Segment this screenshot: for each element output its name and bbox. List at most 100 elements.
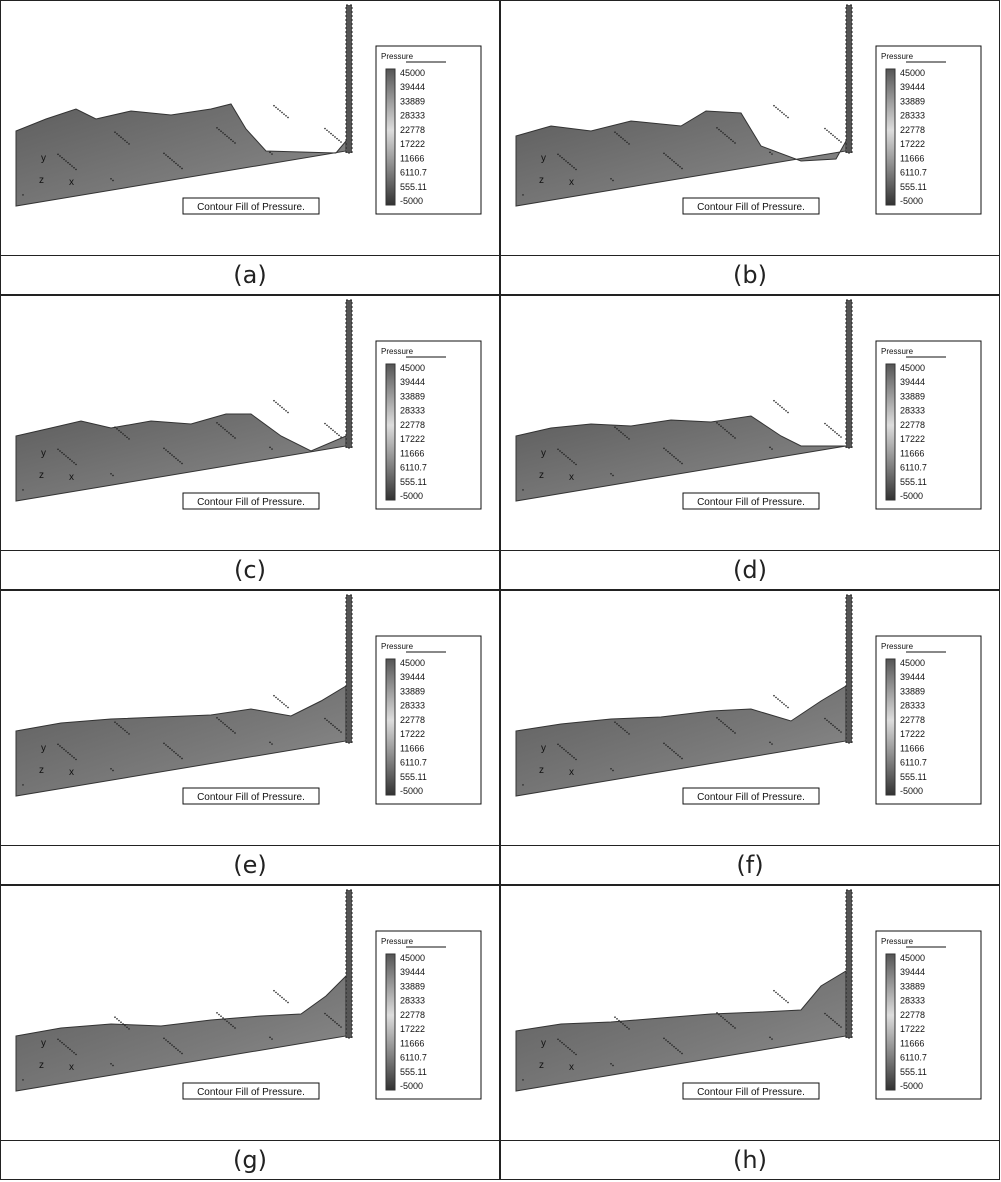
- caption: Contour Fill of Pressure.: [697, 792, 805, 803]
- legend-tick: -5000: [400, 196, 423, 206]
- mesh-dot: [224, 724, 226, 726]
- legend-tick: 33889: [400, 686, 425, 696]
- panel-label: (d): [501, 550, 999, 589]
- mesh-dot: [559, 1040, 561, 1042]
- legend-tick: 17222: [400, 729, 425, 739]
- axis-letter: z: [39, 1060, 44, 1071]
- mesh-dot: [838, 1025, 840, 1027]
- mesh-dot: [269, 1037, 271, 1039]
- mesh-dot: [610, 178, 612, 180]
- caption: Contour Fill of Pressure.: [197, 497, 305, 508]
- mesh-dot: [824, 718, 826, 720]
- mesh-dot: [224, 134, 226, 136]
- legend-tick: 33889: [400, 981, 425, 991]
- legend-bar: [386, 954, 395, 1090]
- mesh-dot: [124, 730, 126, 732]
- mesh-dot: [624, 1025, 626, 1027]
- mesh-dot: [118, 1020, 120, 1022]
- mesh-dot: [69, 754, 71, 756]
- mesh-dot: [283, 113, 285, 115]
- mesh-dot: [722, 427, 724, 429]
- legend-tick: 22778: [900, 125, 925, 135]
- axis-letter: z: [539, 1060, 544, 1071]
- mesh-dot: [675, 163, 677, 165]
- mesh-dot: [732, 730, 734, 732]
- mesh-dot: [720, 1015, 722, 1017]
- mesh-dot: [116, 428, 118, 430]
- mesh-dot: [836, 138, 838, 140]
- mesh-dot: [171, 454, 173, 456]
- mesh-dot: [124, 1025, 126, 1027]
- mesh-dot: [283, 408, 285, 410]
- mesh-dot: [732, 1025, 734, 1027]
- mesh-dot: [179, 1051, 181, 1053]
- mesh-dot: [832, 1019, 834, 1021]
- legend-tick: 33889: [400, 391, 425, 401]
- mesh-dot: [220, 1015, 222, 1017]
- mesh-dot: [218, 129, 220, 131]
- legend-bar: [886, 659, 895, 795]
- panel-label: (f): [501, 845, 999, 884]
- mesh-dot: [826, 1014, 828, 1016]
- caption: Contour Fill of Pressure.: [197, 1087, 305, 1098]
- mesh-dot: [726, 1020, 728, 1022]
- mesh-dot: [269, 447, 271, 449]
- mesh-dot: [681, 758, 683, 760]
- mesh-dot: [826, 719, 828, 721]
- mesh-dot: [332, 134, 334, 136]
- mesh-dot: [177, 459, 179, 461]
- mesh-dot: [222, 722, 224, 724]
- legend-tick: 17222: [400, 1024, 425, 1034]
- mesh-dot: [826, 424, 828, 426]
- mesh-dot: [838, 140, 840, 142]
- contour-plot: yzxContour Fill of Pressure.Pressure4500…: [501, 886, 999, 1140]
- mesh-dot: [169, 158, 171, 160]
- mesh-dot: [614, 1016, 616, 1018]
- mesh-dot: [677, 164, 679, 166]
- mesh-dot: [773, 105, 775, 107]
- mesh-dot: [120, 431, 122, 433]
- mesh-dot: [271, 743, 273, 745]
- mesh-dot: [679, 166, 681, 168]
- mesh-dot: [783, 113, 785, 115]
- mesh-dot: [783, 408, 785, 410]
- mesh-dot: [724, 724, 726, 726]
- panel-label: (b): [501, 255, 999, 294]
- legend-title: Pressure: [881, 937, 914, 946]
- mesh-dot: [177, 1049, 179, 1051]
- mesh-dot: [330, 723, 332, 725]
- legend-tick: 45000: [900, 363, 925, 373]
- mesh-dot: [324, 1013, 326, 1015]
- mesh-dot: [234, 437, 236, 439]
- mesh-dot: [671, 1044, 673, 1046]
- mesh-dot: [771, 448, 773, 450]
- mesh-dot: [836, 433, 838, 435]
- mesh-dot: [667, 746, 669, 748]
- mesh-dot: [718, 424, 720, 426]
- legend-tick: 555.11: [400, 1067, 427, 1077]
- mesh-dot: [326, 1014, 328, 1016]
- mesh-dot: [61, 157, 63, 159]
- mesh-dot: [75, 759, 77, 761]
- legend-bar: [386, 69, 395, 205]
- mesh-dot: [522, 784, 524, 786]
- legend-title: Pressure: [881, 347, 914, 356]
- mesh-dot: [285, 705, 287, 707]
- axis-letter: y: [541, 448, 546, 459]
- mesh-dot: [330, 133, 332, 135]
- mesh-dot: [122, 1023, 124, 1025]
- mesh-dot: [569, 164, 571, 166]
- mesh-dot: [787, 117, 789, 119]
- mesh-dot: [571, 460, 573, 462]
- legend-tick: 33889: [900, 96, 925, 106]
- mesh-dot: [110, 473, 112, 475]
- mesh-dot: [616, 428, 618, 430]
- legend-tick: 555.11: [400, 182, 427, 192]
- mesh-dot: [567, 752, 569, 754]
- mesh-dot: [667, 451, 669, 453]
- mesh-dot: [628, 1028, 630, 1030]
- mesh-dot: [124, 140, 126, 142]
- fluid-domain: [516, 416, 846, 501]
- mesh-dot: [165, 1039, 167, 1041]
- mesh-dot: [667, 1041, 669, 1043]
